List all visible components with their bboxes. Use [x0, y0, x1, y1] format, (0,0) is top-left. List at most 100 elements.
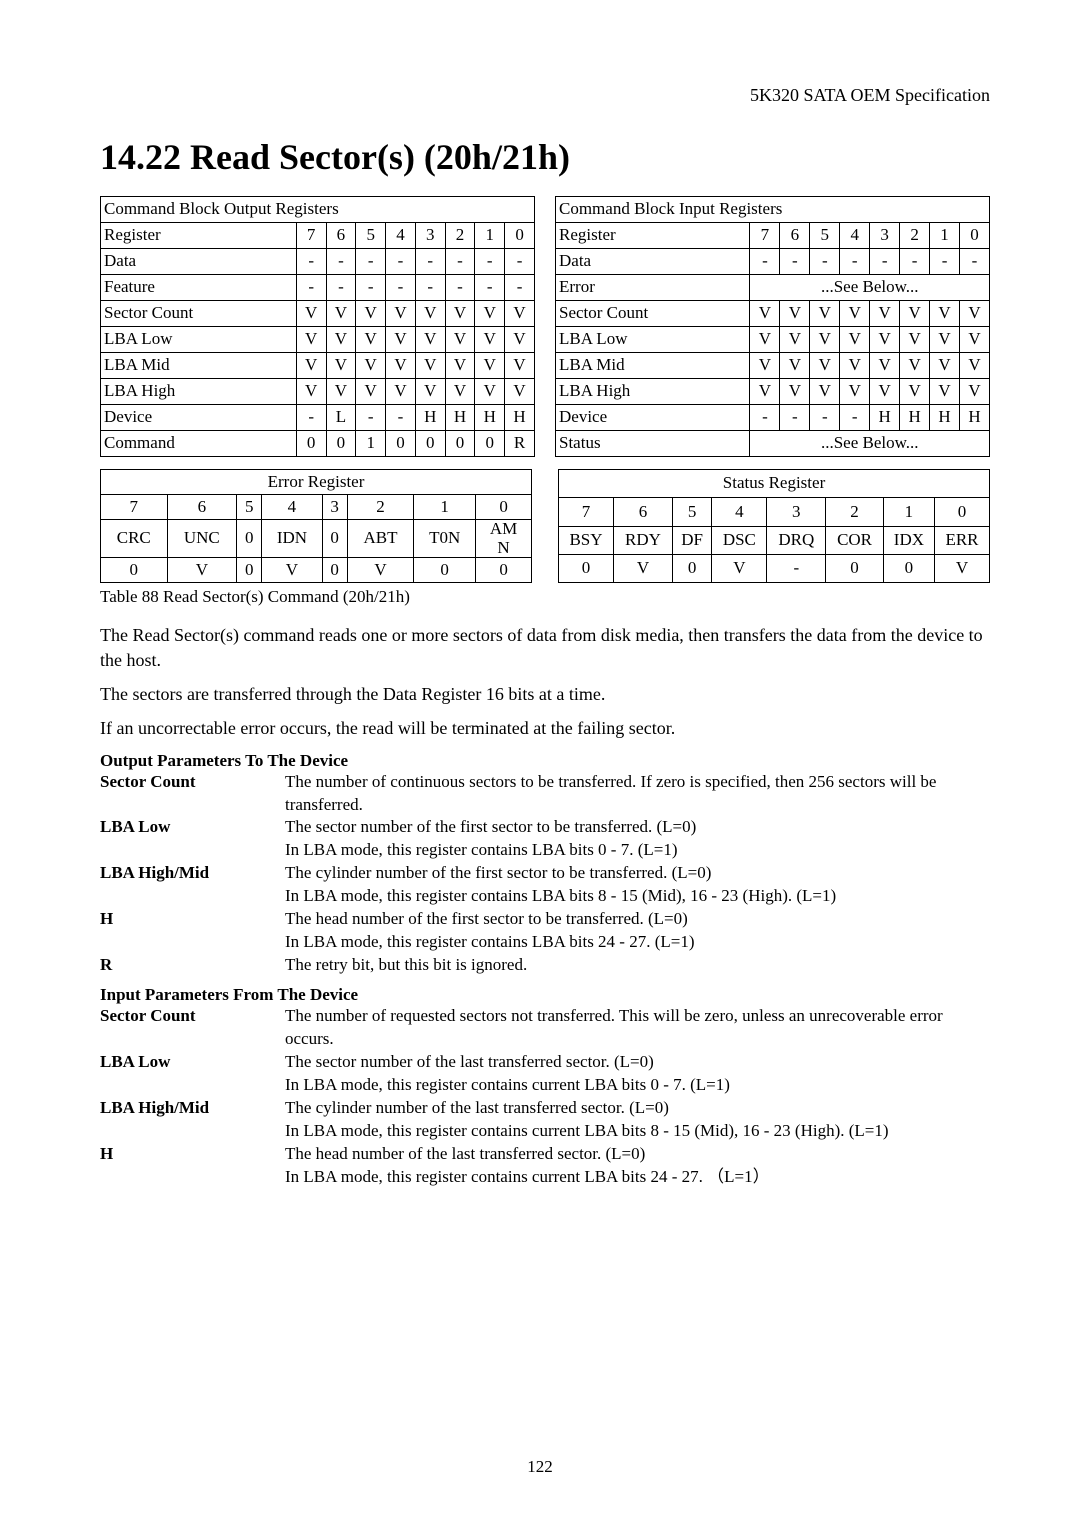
register-bit-cell: V: [296, 379, 326, 405]
register-bit-cell: 0: [960, 223, 990, 249]
register-row-label: LBA High: [101, 379, 297, 405]
flag-bit-name: UNC: [167, 520, 237, 558]
flag-bit-value: 0: [476, 558, 532, 583]
register-row-label: Data: [101, 249, 297, 275]
flag-bit-index: 6: [614, 498, 673, 526]
register-bit-cell: -: [840, 405, 870, 431]
see-below-cell: ...See Below...: [750, 431, 990, 457]
flag-register-pair: Error Register76543210CRCUNC0IDN0ABTT0NA…: [100, 469, 990, 583]
param-label: Sector Count: [100, 771, 285, 817]
flag-bit-name: ERR: [934, 526, 989, 554]
register-table-title: Command Block Output Registers: [101, 197, 535, 223]
register-bit-cell: V: [505, 353, 535, 379]
output-registers-table: Command Block Output RegistersRegister76…: [100, 196, 535, 457]
register-bit-cell: V: [296, 327, 326, 353]
register-bit-cell: V: [780, 379, 810, 405]
register-bit-cell: V: [810, 379, 840, 405]
flag-bit-value: 0: [672, 555, 711, 583]
register-bit-cell: 7: [750, 223, 780, 249]
register-bit-cell: -: [445, 275, 475, 301]
register-bit-cell: V: [415, 327, 445, 353]
register-bit-cell: V: [326, 301, 356, 327]
param-label: H: [100, 908, 285, 931]
register-bit-cell: -: [475, 249, 505, 275]
register-bit-cell: V: [900, 301, 930, 327]
register-bit-cell: 0: [415, 431, 445, 457]
register-bit-cell: V: [475, 379, 505, 405]
flag-bit-name: BSY: [559, 526, 614, 554]
register-bit-cell: V: [960, 301, 990, 327]
register-bit-cell: -: [386, 275, 416, 301]
register-bit-cell: 0: [505, 223, 535, 249]
register-bit-cell: 2: [445, 223, 475, 249]
register-bit-cell: V: [356, 301, 386, 327]
register-bit-cell: V: [930, 327, 960, 353]
register-bit-cell: V: [356, 327, 386, 353]
register-bit-cell: V: [326, 353, 356, 379]
register-bit-cell: V: [870, 353, 900, 379]
param-row: In LBA mode, this register contains LBA …: [100, 931, 990, 954]
flag-bit-value: 0: [322, 558, 347, 583]
param-label: R: [100, 954, 285, 977]
param-row: HThe head number of the last transferred…: [100, 1143, 990, 1166]
register-row-label: LBA Low: [101, 327, 297, 353]
register-bit-cell: V: [415, 353, 445, 379]
register-bit-cell: -: [326, 249, 356, 275]
register-bit-cell: V: [780, 301, 810, 327]
flag-bit-name: T0N: [414, 520, 476, 558]
register-bit-cell: V: [445, 301, 475, 327]
flag-bit-name: IDX: [883, 526, 934, 554]
register-bit-cell: V: [840, 301, 870, 327]
register-bit-cell: V: [840, 327, 870, 353]
register-bit-cell: -: [296, 249, 326, 275]
register-bit-cell: H: [445, 405, 475, 431]
param-label: [100, 1166, 285, 1189]
register-row-label: Command: [101, 431, 297, 457]
param-row: In LBA mode, this register contains LBA …: [100, 839, 990, 862]
flag-bit-name: AMN: [476, 520, 532, 558]
register-bit-cell: -: [810, 405, 840, 431]
param-label: [100, 1120, 285, 1143]
flag-bit-index: 5: [237, 495, 262, 520]
see-below-cell: ...See Below...: [750, 275, 990, 301]
register-bit-cell: 0: [445, 431, 475, 457]
register-bit-cell: V: [780, 327, 810, 353]
register-bit-cell: 2: [900, 223, 930, 249]
input-params-heading: Input Parameters From The Device: [100, 985, 990, 1005]
register-bit-cell: V: [930, 379, 960, 405]
register-bit-cell: V: [296, 353, 326, 379]
output-params-heading: Output Parameters To The Device: [100, 751, 990, 771]
register-table-title: Command Block Input Registers: [556, 197, 990, 223]
register-bit-cell: V: [900, 353, 930, 379]
flag-bit-value: 0: [559, 555, 614, 583]
flag-bit-index: 7: [101, 495, 168, 520]
register-bit-cell: -: [505, 275, 535, 301]
register-row-label: Register: [101, 223, 297, 249]
register-bit-cell: 0: [475, 431, 505, 457]
register-bit-cell: 6: [780, 223, 810, 249]
register-bit-cell: V: [296, 301, 326, 327]
register-bit-cell: V: [840, 353, 870, 379]
param-row: In LBA mode, this register contains curr…: [100, 1074, 990, 1097]
param-row: RThe retry bit, but this bit is ignored.: [100, 954, 990, 977]
register-row-label: Status: [556, 431, 750, 457]
register-bit-cell: H: [900, 405, 930, 431]
param-description: In LBA mode, this register contains curr…: [285, 1166, 990, 1189]
register-bit-cell: V: [356, 353, 386, 379]
register-bit-cell: V: [960, 353, 990, 379]
flag-bit-index: 6: [167, 495, 237, 520]
register-bit-cell: -: [750, 249, 780, 275]
flag-bit-index: 1: [883, 498, 934, 526]
flag-bit-value: 0: [826, 555, 884, 583]
register-bit-cell: V: [810, 327, 840, 353]
paragraph-3: If an uncorrectable error occurs, the re…: [100, 716, 990, 740]
register-row-label: Data: [556, 249, 750, 275]
param-label: [100, 931, 285, 954]
register-bit-cell: -: [900, 249, 930, 275]
output-params-list: Sector CountThe number of continuous sec…: [100, 771, 990, 977]
param-description: The head number of the first sector to b…: [285, 908, 990, 931]
register-bit-cell: H: [415, 405, 445, 431]
register-bit-cell: V: [960, 327, 990, 353]
flag-bit-value: V: [934, 555, 989, 583]
param-description: The sector number of the first sector to…: [285, 816, 990, 839]
